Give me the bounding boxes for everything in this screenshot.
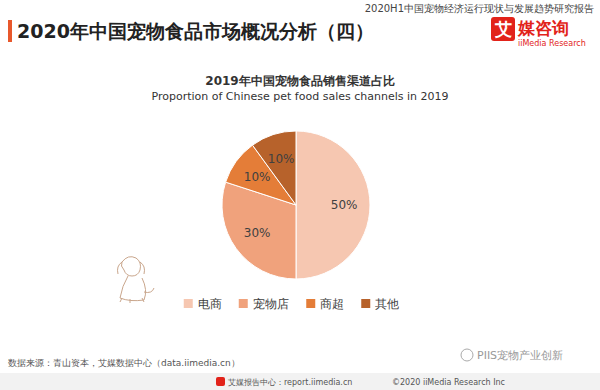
legend-swatch	[361, 299, 370, 308]
footer-copyright: ©2020 iiMedia Research Inc	[392, 378, 505, 387]
canvas: 2020年中国宠物食品市场概况分析（四） 2020H1中国宠物经济运行现状与发展趋…	[0, 0, 600, 390]
footer-center: 艾媒报告中心：report.iimedia.cn	[228, 378, 352, 387]
dog-ears	[118, 262, 145, 274]
chart-subtitle: Proportion of Chinese pet food sales cha…	[152, 90, 449, 103]
page-title: 2020年中国宠物食品市场概况分析（四）	[17, 20, 374, 42]
legend-label: 宠物店	[253, 297, 289, 311]
dog-head	[121, 257, 140, 276]
legend-swatch	[306, 299, 315, 308]
logo-mark: 艾	[494, 19, 512, 39]
source: 数据来源：青山资本，艾媒数据中心（data.iimedia.cn）	[8, 358, 240, 368]
footer-band	[0, 373, 600, 390]
pie	[222, 131, 370, 279]
dog-legs	[120, 288, 154, 303]
legend-swatch	[184, 299, 193, 308]
pie-labels: 50% 30% 10% 10%	[244, 152, 358, 240]
pie-slice	[296, 131, 370, 279]
dog-body	[120, 276, 146, 301]
wechat-icon	[461, 349, 473, 361]
data-label: 10%	[268, 152, 295, 166]
data-label: 30%	[244, 226, 271, 240]
page: 2020年中国宠物食品市场概况分析（四） 2020H1中国宠物经济运行现状与发展趋…	[0, 0, 600, 390]
legend: 电商 宠物店 商超 其他	[184, 297, 400, 311]
logo-box	[491, 17, 515, 41]
pie-slice	[253, 131, 297, 205]
title-bar	[8, 20, 12, 42]
legend-label: 其他	[375, 297, 399, 311]
background	[0, 0, 600, 390]
data-label: 50%	[331, 198, 358, 212]
legend-swatch	[239, 299, 248, 308]
dog-sketch	[118, 257, 155, 303]
legend-label: 电商	[198, 297, 222, 311]
data-label: 10%	[244, 170, 271, 184]
footer-icon	[216, 377, 225, 386]
chart-title: 2019年中国宠物食品销售渠道占比	[205, 74, 394, 88]
logo-text: 媒咨询	[517, 18, 569, 38]
legend-label: 商超	[320, 297, 344, 311]
watermark: PIIS宠物产业创新	[477, 349, 563, 362]
report-name: 2020H1中国宠物经济运行现状与发展趋势研究报告	[365, 3, 594, 14]
logo-english: iiMedia Research	[518, 39, 586, 48]
